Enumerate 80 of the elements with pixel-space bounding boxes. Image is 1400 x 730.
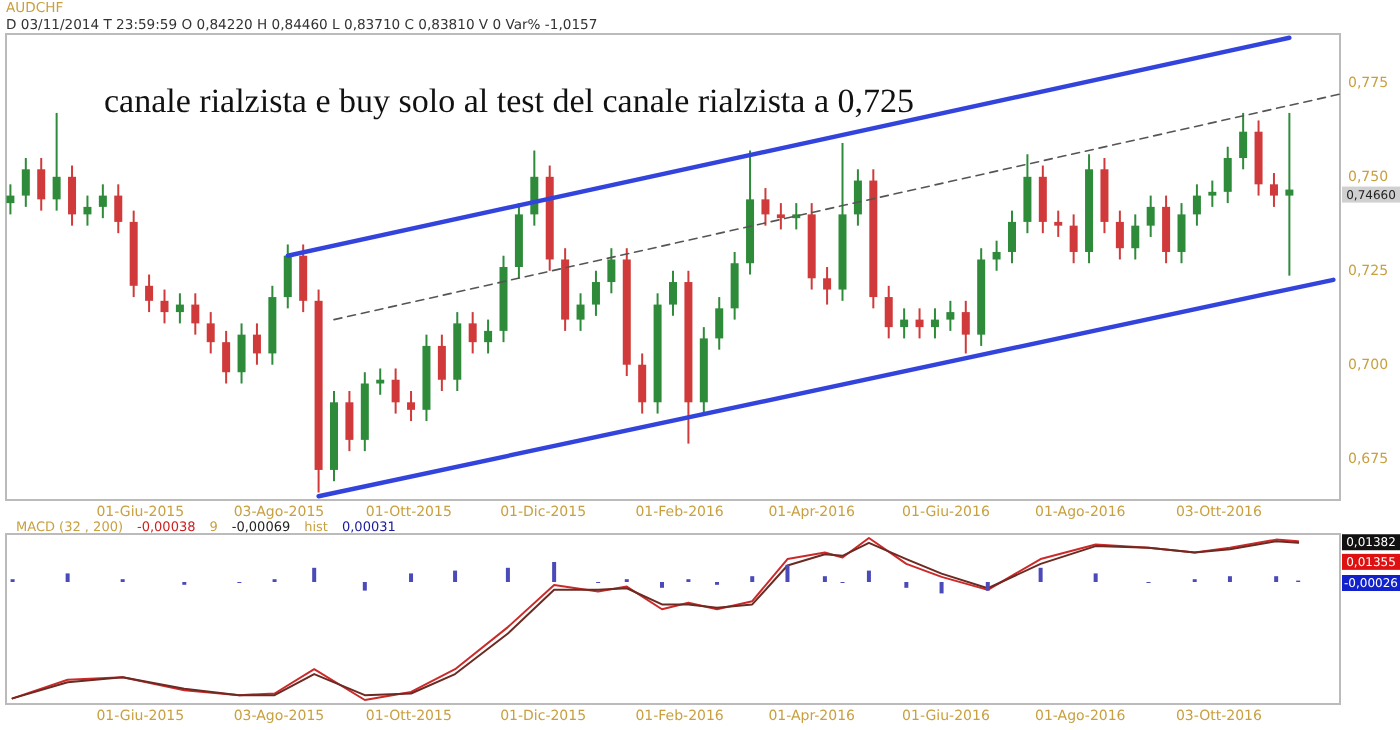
candlestick	[1054, 209, 1063, 238]
candlestick	[237, 322, 246, 385]
candlestick	[468, 311, 477, 355]
candlestick	[946, 299, 955, 332]
candlestick	[776, 202, 785, 231]
candlestick	[915, 307, 924, 340]
candlestick	[437, 333, 446, 393]
candlestick	[37, 157, 46, 212]
candlestick	[252, 322, 261, 366]
candlestick	[145, 273, 154, 314]
candlestick	[1131, 213, 1140, 261]
candlestick	[1146, 194, 1155, 238]
bar	[409, 573, 414, 582]
candlestick	[98, 183, 107, 220]
candlestick	[823, 266, 832, 306]
candlestick	[376, 367, 385, 396]
candlestick	[761, 187, 770, 227]
candlestick	[68, 164, 77, 227]
candlestick	[21, 157, 30, 208]
candlestick	[6, 183, 15, 216]
candlestick	[391, 367, 400, 415]
candlestick	[1223, 145, 1232, 205]
bar	[785, 564, 790, 582]
bar	[866, 570, 871, 582]
candlestick	[1192, 183, 1201, 227]
candlestick	[884, 284, 893, 340]
candlestick	[1208, 179, 1217, 208]
candlestick	[591, 269, 600, 317]
candlestick	[299, 243, 308, 314]
candlestick	[1008, 209, 1016, 265]
bar	[1038, 567, 1043, 582]
candlestick	[607, 247, 616, 295]
candlestick	[853, 168, 862, 227]
bar	[985, 582, 990, 591]
candlestick	[992, 239, 1001, 272]
bar	[362, 582, 367, 591]
bar	[65, 573, 70, 582]
text: canale rialzista e buy solo al test del canale rialzista a 0,725	[104, 82, 914, 120]
bar	[822, 576, 827, 582]
candlestick	[900, 307, 909, 340]
bar	[1227, 576, 1232, 582]
candlestick	[715, 296, 724, 351]
candlestick	[669, 269, 677, 317]
candlestick	[730, 250, 739, 321]
bar	[750, 576, 755, 582]
candlestick	[961, 299, 970, 355]
bar	[505, 567, 510, 582]
candlestick	[222, 329, 231, 385]
bar	[312, 567, 317, 582]
candlestick	[792, 202, 801, 231]
candlestick	[407, 390, 416, 423]
candlestick	[160, 288, 169, 325]
candlestick	[345, 390, 354, 453]
bar	[1274, 576, 1279, 582]
candlestick	[576, 292, 585, 332]
bar	[904, 582, 909, 588]
bar	[939, 582, 944, 594]
candlestick	[175, 292, 184, 325]
candlestick	[52, 111, 61, 212]
candlestick	[1023, 153, 1032, 235]
bar	[552, 562, 557, 582]
candlestick	[1285, 111, 1294, 277]
candlestick	[114, 183, 123, 235]
candlestick	[191, 292, 200, 336]
candlestick	[83, 194, 92, 227]
candlestick	[1069, 213, 1078, 265]
candlestick	[1239, 111, 1248, 171]
candlestick	[1177, 202, 1186, 265]
candlestick	[1115, 209, 1124, 261]
candlestick	[206, 311, 215, 355]
candlestick	[638, 352, 647, 415]
bar	[1093, 573, 1098, 582]
candlestick	[1269, 172, 1278, 208]
candlestick	[283, 243, 292, 310]
candlestick	[484, 318, 493, 355]
bar	[453, 570, 458, 582]
candlestick	[1038, 164, 1047, 235]
candlestick	[930, 307, 939, 340]
candlestick	[1162, 194, 1171, 265]
bar	[659, 582, 664, 588]
